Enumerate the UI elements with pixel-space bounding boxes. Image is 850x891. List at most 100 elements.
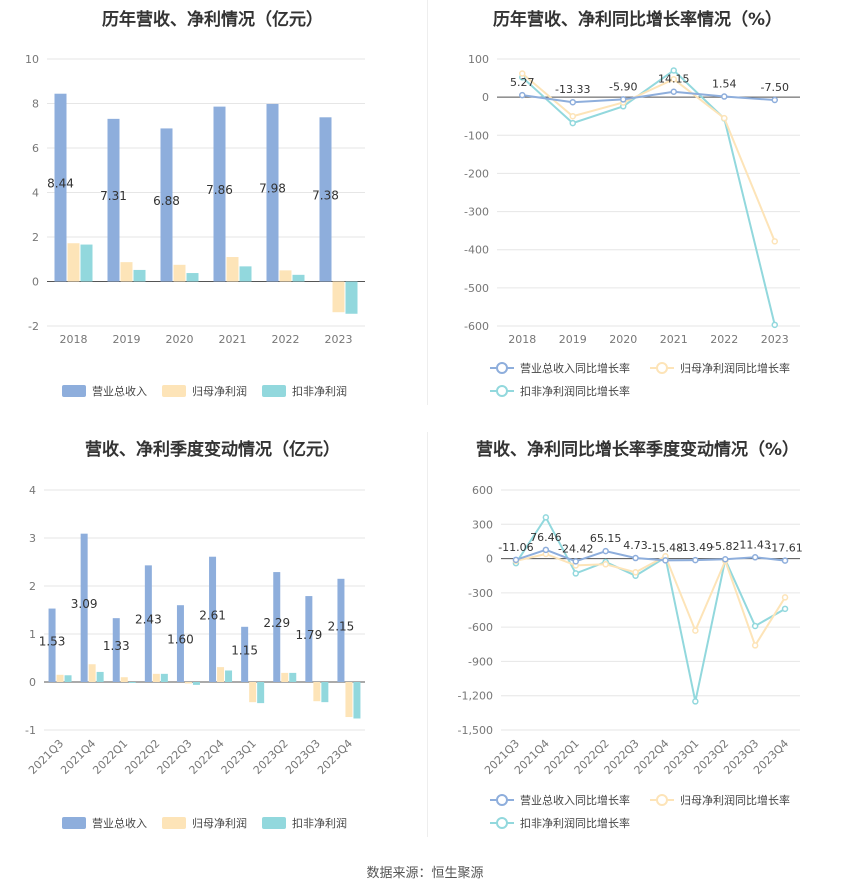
bar [332, 281, 345, 313]
bar [209, 556, 217, 682]
y-tick-label: 0 [486, 553, 493, 566]
point [512, 556, 520, 564]
x-tick-label: 2022 [710, 333, 738, 346]
x-tick-label: 2023Q4 [315, 737, 355, 777]
x-tick-label: 2023 [761, 333, 789, 346]
bar [64, 675, 72, 682]
series-line [521, 72, 776, 242]
bar [160, 673, 168, 682]
point [569, 119, 576, 127]
legend-label: 扣非净利润同比增长率 [520, 816, 630, 830]
legend-label: 扣非净利润同比增长率 [520, 384, 630, 398]
bar [96, 671, 104, 682]
point [721, 93, 728, 100]
point [771, 238, 778, 245]
data-label: -11.06 [498, 541, 533, 554]
bar [345, 682, 353, 718]
y-tick-label: -300 [468, 587, 493, 600]
chart-title: 营收、净利同比增长率季度变动情况（%） [475, 440, 800, 460]
point [670, 88, 677, 95]
x-tick-label: 2018 [508, 333, 536, 346]
data-label: -7.50 [761, 81, 789, 94]
bar [292, 274, 305, 282]
legend-marker [656, 794, 668, 806]
bar [345, 281, 358, 314]
series-line [521, 69, 776, 326]
data-label: -13.33 [555, 83, 590, 96]
x-tick-label: 2019 [559, 333, 587, 346]
line-chart-svg: 100 0 -100 -200 -300 -400 -500 -600 5.27 2018 -13.… [464, 53, 800, 398]
legend-marker [496, 362, 508, 374]
point [519, 70, 526, 77]
point [692, 698, 699, 705]
legend-label: 扣非净利润 [292, 816, 347, 830]
point [722, 555, 729, 563]
data-label: 7.31 [100, 189, 127, 203]
legend-marker [496, 794, 508, 806]
bar [239, 266, 252, 282]
data-label: 1.60 [167, 633, 194, 647]
legend-swatch [262, 385, 286, 397]
bar [112, 618, 120, 682]
data-label: 7.86 [206, 183, 233, 197]
y-tick-label: 2 [29, 580, 36, 593]
point [572, 558, 579, 565]
bar [192, 682, 200, 685]
data-label: 3.09 [71, 597, 98, 611]
chart-annual-growth: 历年营收、净利同比增长率情况（%） 100 0 -100 -200 -300 -400 -5… [425, 0, 850, 410]
x-tick-label: 2020 [166, 333, 194, 346]
point [751, 642, 759, 649]
bar [279, 270, 292, 282]
data-label: 7.38 [312, 188, 339, 202]
data-label: 1.33 [103, 639, 130, 653]
legend-label: 归母净利润 [192, 384, 247, 398]
legend-marker [496, 817, 508, 829]
y-tick-label: -900 [468, 655, 493, 668]
x-tick-label: 2018 [60, 333, 88, 346]
bar [80, 244, 93, 282]
data-label: 5.27 [510, 76, 535, 89]
point [670, 75, 677, 83]
legend-label: 营业总收入同比增长率 [520, 361, 630, 375]
data-label: 2.15 [328, 619, 355, 633]
y-tick-label: 0 [482, 91, 489, 104]
y-tick-label: -1,200 [458, 690, 493, 703]
bar [88, 664, 96, 682]
point [692, 556, 699, 564]
legend-label: 归母净利润同比增长率 [680, 361, 790, 375]
bar [273, 572, 281, 682]
data-label: -15.48 [648, 541, 683, 554]
data-label: 2.61 [199, 608, 226, 622]
y-tick-label: 100 [468, 53, 489, 66]
bar [337, 578, 345, 682]
bar [257, 682, 265, 704]
bar [289, 672, 297, 682]
bar [313, 682, 321, 702]
point [781, 605, 789, 613]
bar [241, 626, 249, 682]
bar [67, 243, 80, 282]
data-label: 1.54 [712, 78, 737, 91]
bar [48, 608, 56, 682]
point [781, 557, 789, 564]
data-label: -13.49 [678, 541, 713, 554]
y-tick-label: 3 [29, 532, 36, 545]
divider-bottom [427, 432, 428, 837]
legend-label: 扣非净利润 [292, 384, 347, 398]
legend-swatch [62, 817, 86, 829]
bar [107, 118, 120, 282]
data-label: -5.82 [711, 540, 739, 553]
series-line [515, 552, 786, 648]
point [602, 547, 609, 555]
y-tick-label: 0 [32, 276, 39, 289]
bar [54, 93, 67, 282]
data-label: 8.44 [47, 177, 74, 191]
y-tick-label: -200 [464, 167, 489, 180]
x-tick-label: 2019 [113, 333, 141, 346]
y-tick-label: 10 [25, 53, 39, 66]
legend-swatch [162, 817, 186, 829]
legend-label: 营业总收入 [92, 816, 147, 830]
data-label: 1.15 [231, 643, 258, 657]
data-source: 数据来源：恒生聚源 [366, 866, 484, 881]
point [771, 321, 778, 329]
